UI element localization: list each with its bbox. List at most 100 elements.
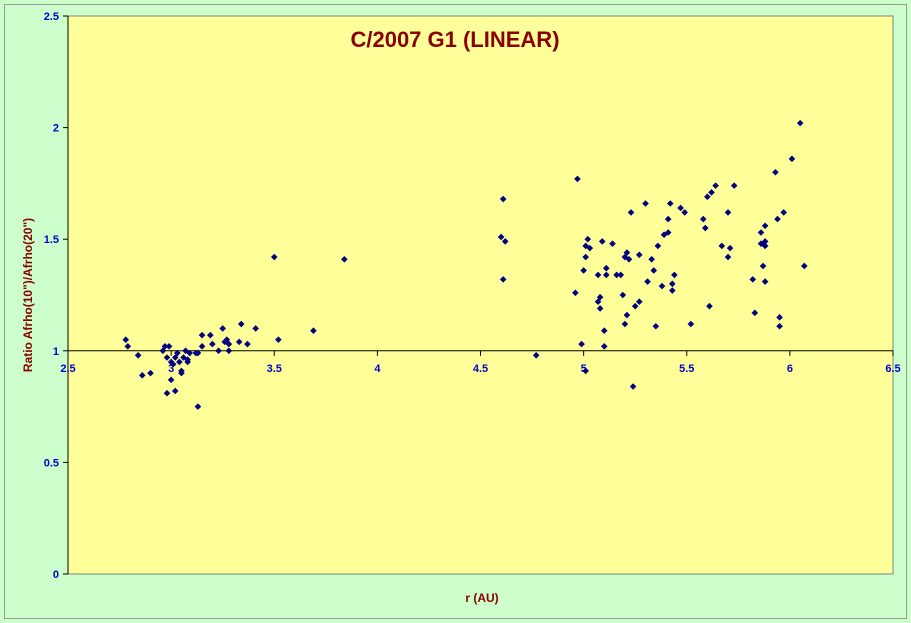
data-point — [580, 267, 587, 274]
data-point — [780, 209, 787, 216]
data-point — [582, 253, 589, 261]
data-point — [669, 280, 676, 288]
data-point — [671, 271, 678, 279]
x-tick-label: 3 — [168, 363, 174, 375]
data-point — [161, 343, 169, 350]
data-point — [730, 182, 738, 189]
data-point — [178, 369, 185, 377]
data-point — [774, 215, 781, 223]
data-point — [759, 262, 767, 270]
data-point — [644, 278, 651, 285]
data-point — [619, 291, 627, 299]
y-tick-label: 0.5 — [44, 457, 59, 469]
chart-title: C/2007 G1 (LINEAR) — [350, 27, 559, 52]
data-point — [207, 331, 214, 339]
data-point — [801, 262, 808, 270]
data-point — [532, 351, 540, 359]
data-point — [617, 271, 625, 279]
x-tick-label: 3.5 — [267, 363, 282, 375]
data-point — [751, 309, 759, 317]
data-point — [664, 215, 672, 223]
x-tick-label: 6 — [787, 363, 793, 375]
data-point — [687, 320, 695, 328]
x-axis-label: r (AU) — [465, 591, 498, 605]
data-point — [650, 267, 658, 274]
y-tick-label: 1.5 — [44, 234, 59, 246]
data-point — [726, 244, 734, 252]
data-point — [603, 264, 610, 272]
data-point — [215, 347, 222, 355]
x-tick-label: 5 — [581, 363, 587, 375]
data-point — [718, 242, 726, 250]
data-point — [124, 343, 132, 350]
data-point — [654, 242, 662, 250]
data-point — [636, 298, 643, 305]
data-point — [596, 305, 604, 312]
data-point — [574, 175, 581, 183]
data-point — [757, 229, 765, 236]
data-point — [712, 182, 719, 189]
data-point — [776, 314, 783, 321]
data-point — [666, 200, 674, 207]
data-point — [147, 369, 154, 377]
data-point — [198, 331, 206, 339]
data-point — [772, 168, 779, 176]
y-axis-label: Ratio Afrho(10")/Afrho(20") — [21, 218, 35, 372]
data-point — [594, 298, 602, 305]
data-point — [613, 271, 620, 279]
data-point — [497, 233, 505, 241]
data-point — [625, 255, 633, 263]
data-point — [310, 327, 317, 335]
data-point — [174, 349, 181, 357]
data-point — [578, 340, 585, 348]
data-point — [594, 271, 602, 279]
data-point — [681, 209, 688, 216]
data-point — [623, 249, 631, 256]
data-point — [598, 238, 606, 245]
data-point — [749, 276, 757, 283]
data-point — [235, 338, 243, 346]
data-point — [761, 222, 769, 230]
data-point — [237, 320, 245, 328]
y-tick-label: 2 — [53, 123, 59, 135]
data-point — [761, 238, 769, 245]
data-point — [167, 358, 175, 366]
data-point — [621, 320, 629, 328]
data-point — [194, 403, 202, 410]
data-point — [702, 224, 709, 232]
data-point — [582, 367, 589, 375]
data-point — [629, 383, 637, 390]
data-point — [244, 340, 251, 348]
data-point — [499, 195, 507, 203]
data-point — [586, 244, 594, 252]
data-point — [582, 242, 589, 250]
x-tick-label: 5.5 — [679, 363, 694, 375]
data-point — [600, 343, 608, 350]
data-point — [499, 276, 507, 283]
y-tick-label: 2.5 — [44, 11, 59, 23]
data-point — [776, 322, 783, 330]
data-point — [706, 302, 713, 310]
data-point — [163, 389, 171, 397]
data-point — [660, 231, 668, 239]
data-point — [699, 215, 707, 223]
data-point — [219, 325, 226, 332]
data-point — [198, 343, 206, 350]
data-point — [165, 343, 173, 350]
plot-area — [67, 15, 894, 575]
data-point — [341, 255, 348, 263]
data-point — [169, 360, 177, 368]
data-point — [757, 240, 765, 247]
data-point — [708, 189, 715, 196]
data-point — [252, 325, 259, 332]
data-point — [225, 347, 233, 355]
data-point — [664, 229, 672, 236]
x-tick-label: 4 — [374, 363, 381, 375]
data-point — [134, 351, 142, 359]
data-point — [609, 240, 616, 247]
data-point — [761, 278, 769, 285]
data-point — [636, 251, 643, 259]
data-point — [621, 253, 629, 261]
